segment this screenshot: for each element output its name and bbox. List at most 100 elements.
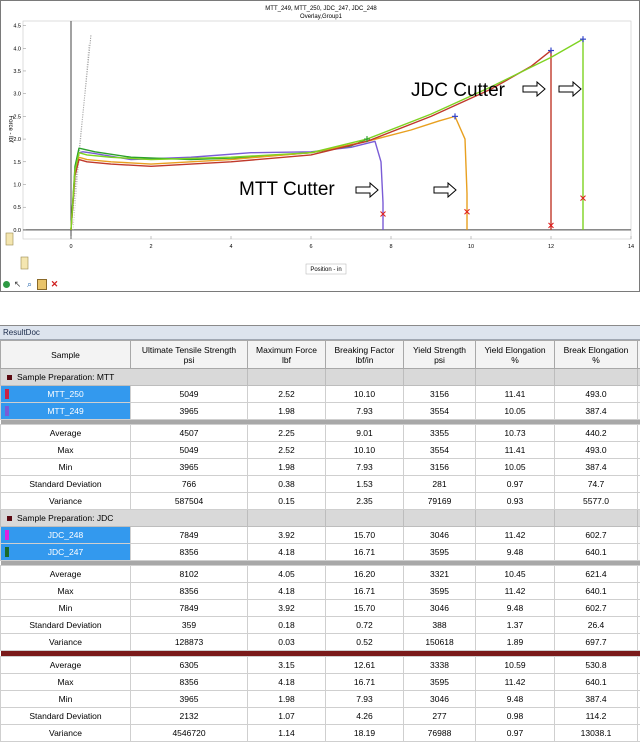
scroll-handle-icon[interactable] (6, 233, 13, 245)
table-cell: 7.93 (326, 459, 404, 476)
sample-name-cell[interactable]: MTT_249 (1, 403, 131, 420)
document-icon[interactable] (37, 279, 47, 290)
table-cell: 3554 (404, 403, 476, 420)
table-cell: 493.0 (555, 442, 638, 459)
table-cell: 15.70 (326, 527, 404, 544)
annotation-jdc-cutter: JDC Cutter (411, 80, 506, 101)
table-cell: 0.97 (476, 725, 555, 742)
stat-label: Variance (1, 634, 131, 651)
table-cell: 11.42 (476, 527, 555, 544)
table-cell: 0.98 (476, 708, 555, 725)
stat-label: Min (1, 691, 131, 708)
table-cell: 4.18 (248, 674, 326, 691)
table-cell: 697.7 (555, 634, 638, 651)
table-cell: 4546720 (131, 725, 248, 742)
table-cell: 640.1 (555, 674, 638, 691)
table-cell: 1.98 (248, 403, 326, 420)
series-color-swatch (5, 547, 9, 557)
pointer-icon[interactable]: ↖ (13, 279, 22, 289)
group-empty-cell (476, 510, 555, 527)
table-cell: 2.52 (248, 442, 326, 459)
series-color-swatch (5, 530, 9, 540)
x-tick-label: 4 (229, 244, 232, 250)
table-cell: 3.15 (248, 657, 326, 674)
table-cell: 16.71 (326, 674, 404, 691)
table-cell: 10.45 (476, 566, 555, 583)
table-cell: 3595 (404, 583, 476, 600)
group-header-row[interactable]: Sample Preparation: MTT (1, 369, 640, 386)
x-tick-label: 10 (468, 244, 474, 250)
table-cell: 3321 (404, 566, 476, 583)
table-cell: 5577.0 (555, 493, 638, 510)
table-cell: 602.7 (555, 527, 638, 544)
sample-name: MTT_249 (47, 406, 83, 416)
table-cell: 3355 (404, 425, 476, 442)
sample-name: JDC_247 (48, 547, 83, 557)
table-cell: 8356 (131, 544, 248, 561)
table-cell: 76988 (404, 725, 476, 742)
group-empty-cell (404, 369, 476, 386)
table-cell: 2.52 (248, 386, 326, 403)
group-empty-cell (555, 369, 638, 386)
x-axis-label: Position - in (310, 267, 341, 273)
close-icon[interactable]: ✕ (50, 279, 59, 289)
sample-name: JDC_248 (48, 530, 83, 540)
group-label-cell[interactable]: Sample Preparation: MTT (1, 369, 248, 386)
table-cell: 11.41 (476, 442, 555, 459)
table-cell: 387.4 (555, 691, 638, 708)
sample-name-cell[interactable]: JDC_248 (1, 527, 131, 544)
sample-name-cell[interactable]: MTT_250 (1, 386, 131, 403)
table-cell: 3.92 (248, 527, 326, 544)
annotation-mtt-cutter: MTT Cutter (239, 179, 335, 200)
y-tick-label: 0.0 (13, 228, 21, 234)
stat-label: Max (1, 674, 131, 691)
table-cell: 766 (131, 476, 248, 493)
table-cell: 7.93 (326, 403, 404, 420)
table-cell: 3156 (404, 386, 476, 403)
group-label: Sample Preparation: JDC (17, 513, 113, 523)
group-header-row[interactable]: Sample Preparation: JDC (1, 510, 640, 527)
table-cell: 359 (131, 617, 248, 634)
group-label-cell[interactable]: Sample Preparation: JDC (1, 510, 248, 527)
table-cell: 0.72 (326, 617, 404, 634)
scroll-handle-icon[interactable] (21, 257, 28, 269)
table-cell: 5049 (131, 386, 248, 403)
sample-name-cell[interactable]: JDC_247 (1, 544, 131, 561)
table-cell: 1.98 (248, 691, 326, 708)
table-cell: 4.18 (248, 544, 326, 561)
stat-label: Variance (1, 493, 131, 510)
zoom-icon[interactable]: ⌕ (25, 279, 34, 289)
table-cell: 128873 (131, 634, 248, 651)
table-cell: 2.25 (248, 425, 326, 442)
table-cell: 1.98 (248, 459, 326, 476)
stat-label: Variance (1, 725, 131, 742)
table-cell: 13038.1 (555, 725, 638, 742)
table-cell: 3965 (131, 403, 248, 420)
y-tick-label: 3.5 (13, 69, 21, 75)
column-header[interactable]: Sample (1, 341, 131, 369)
y-tick-label: 0.5 (13, 205, 21, 211)
table-cell: 6305 (131, 657, 248, 674)
y-tick-label: 4.5 (13, 24, 21, 30)
column-header[interactable]: Break Elongation% (555, 341, 638, 369)
table-cell: 1.37 (476, 617, 555, 634)
column-header[interactable]: Yield Elongation% (476, 341, 555, 369)
group-empty-cell (476, 369, 555, 386)
globe-icon[interactable] (3, 281, 10, 288)
table-cell: 7849 (131, 527, 248, 544)
stat-label: Average (1, 657, 131, 674)
